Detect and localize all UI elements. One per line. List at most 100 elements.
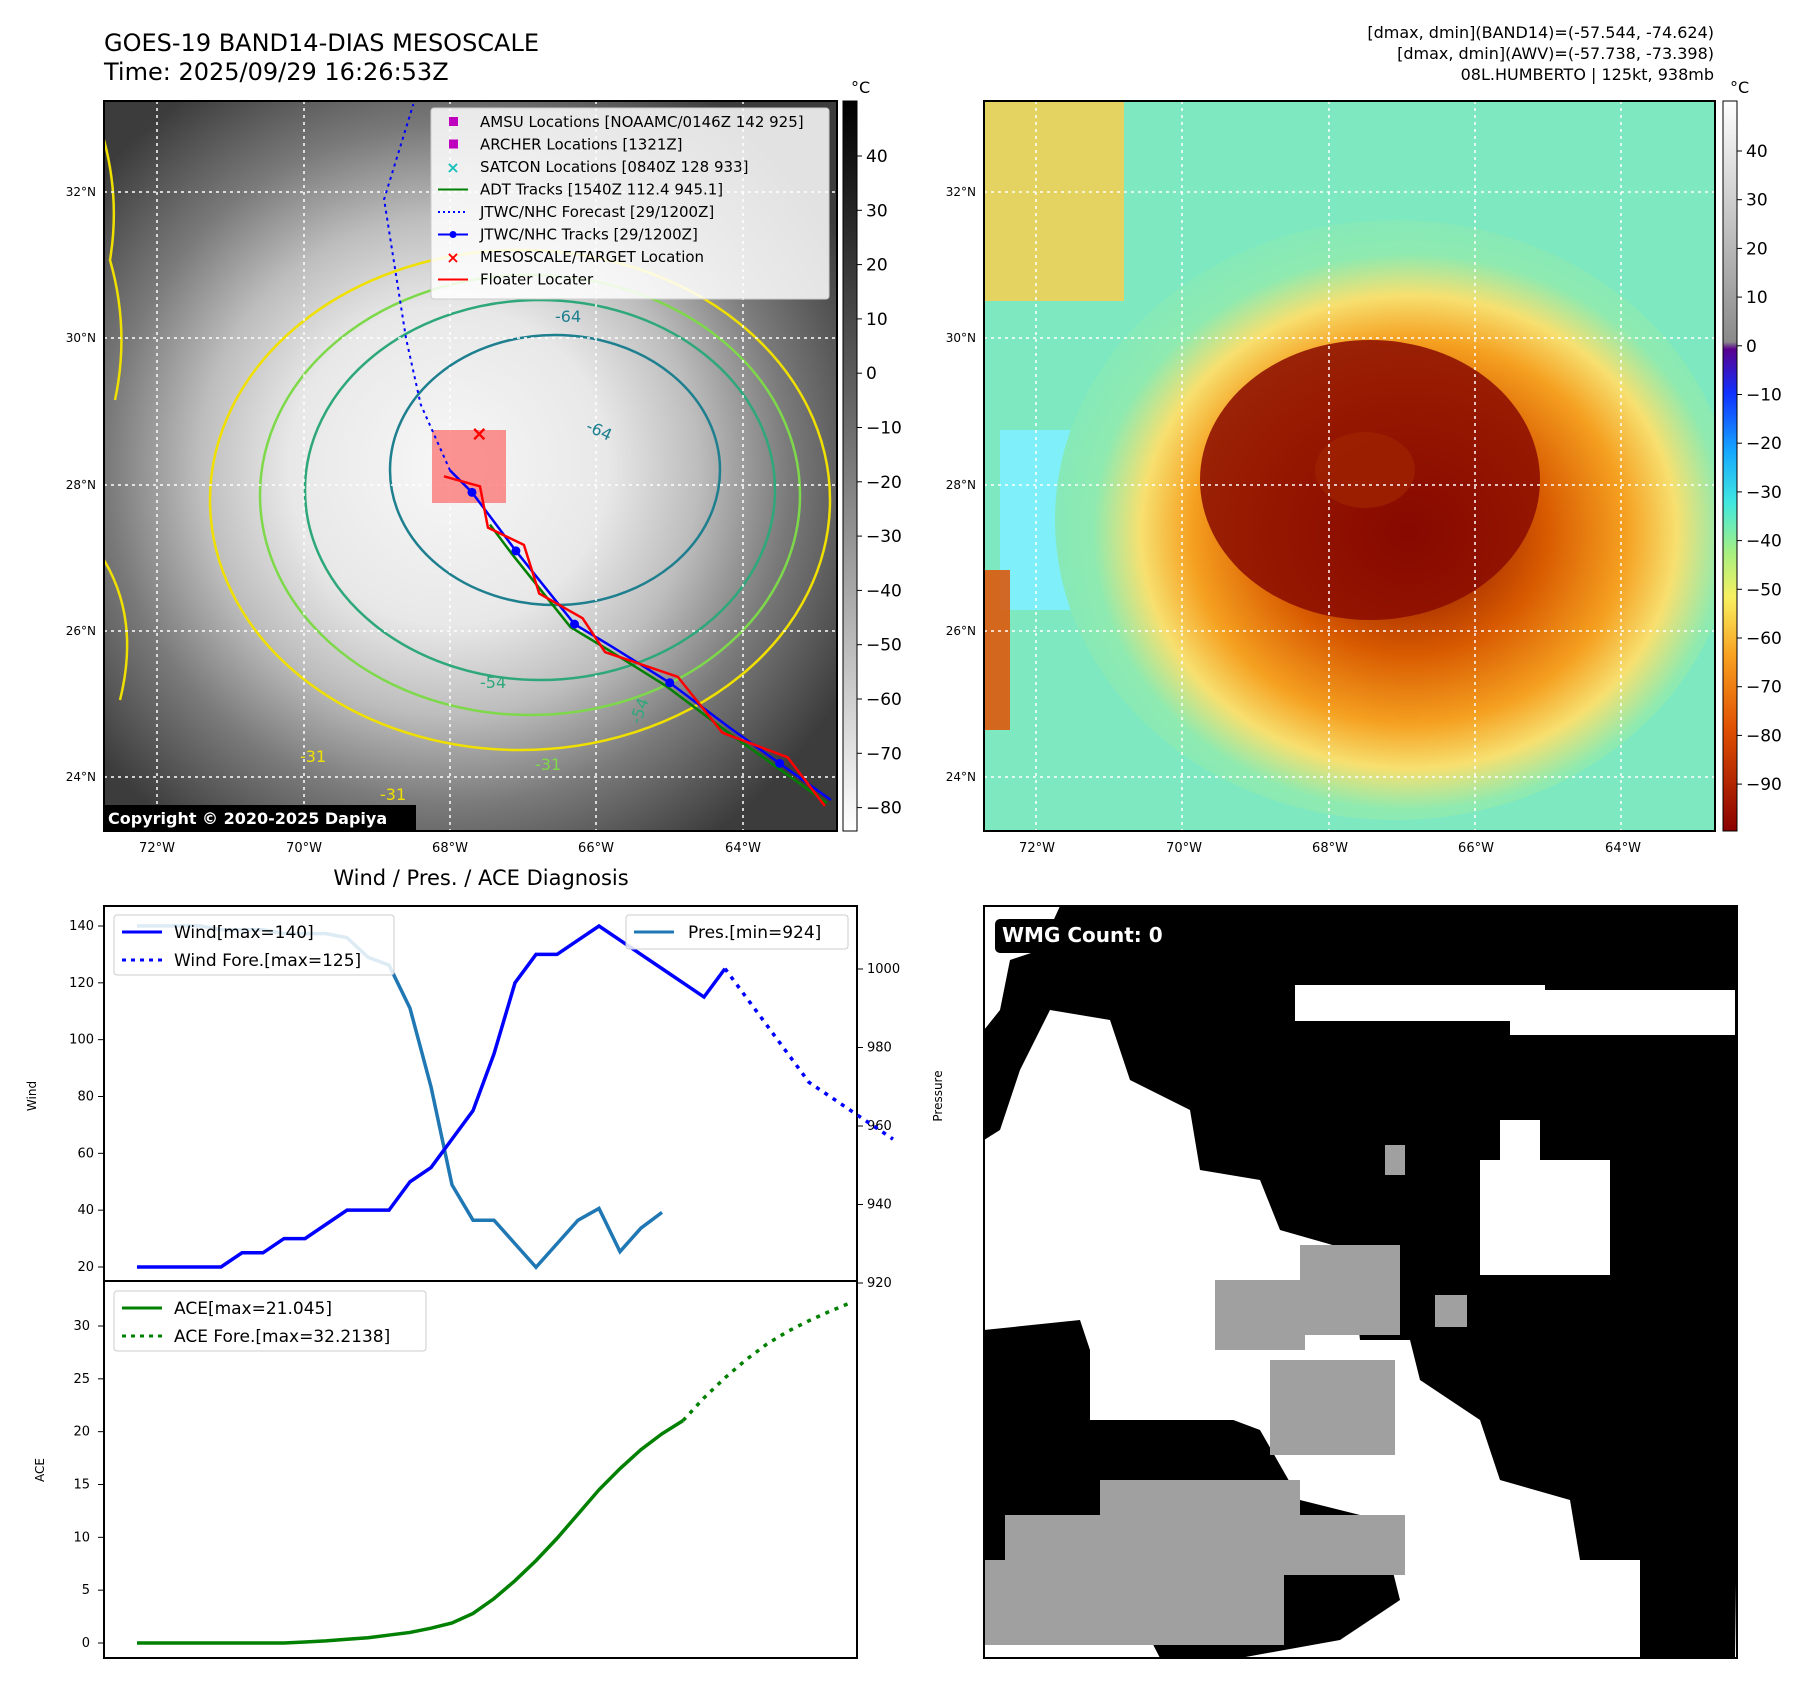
contour-label: -54 — [480, 673, 506, 692]
lon-label-ir: 70°W — [286, 841, 322, 856]
ir-map-panel: -64 -64 -54 -54 -31 -31 -31 × Copyright … — [66, 100, 838, 856]
track-point — [570, 619, 580, 629]
legend-x-marker: × — [446, 158, 459, 177]
adt-track-line — [488, 523, 828, 804]
colorbar-tick-label: −40 — [866, 581, 902, 601]
lon-label-ir: 64°W — [725, 841, 761, 856]
wind-tick-label: 60 — [77, 1146, 94, 1161]
colorbar-tick-label: 40 — [1746, 142, 1768, 162]
pressure-tick-label: 940 — [867, 1198, 892, 1213]
wmg-white-patch — [1295, 985, 1545, 1021]
map-legend-label: MESOSCALE/TARGET Location — [480, 248, 704, 266]
band14-colorbar: °C 40 30 20 10 0 −10 −20 −30 −40 −50 −60 −70 −80 — [842, 78, 902, 832]
colorbar-tick-label: −10 — [1746, 386, 1782, 406]
ace-legend-label: ACE[max=21.045] — [174, 1299, 332, 1319]
colorbar-tick-label: −80 — [1746, 726, 1782, 746]
ace-tick-label: 10 — [73, 1530, 90, 1545]
lon-label-ir: 72°W — [139, 841, 175, 856]
ace-line — [137, 1419, 684, 1645]
map-legend-item: × MESOSCALE/TARGET Location — [446, 248, 704, 267]
colorbar-tick-label: −40 — [1746, 532, 1782, 552]
wmg-gray-patch — [1270, 1360, 1395, 1455]
colorbar-tick-label: 0 — [1746, 337, 1757, 357]
map-legend-label: SATCON Locations [0840Z 128 933] — [480, 158, 748, 176]
contour-coast-left — [104, 139, 129, 701]
wind-tick-label: 40 — [77, 1203, 94, 1218]
wind-legend-box — [113, 914, 395, 976]
lon-label-awv: 72°W — [1019, 841, 1055, 856]
pressure-axis-label: Pressure — [931, 1070, 945, 1121]
awv-map-axis-labels: 32°N 30°N 28°N 26°N 24°N 72°W 70°W 68°W 66°W 64°W — [946, 185, 1641, 856]
pres-legend-label: Pres.[min=924] — [688, 923, 821, 943]
colorbar-tick-label: −30 — [866, 527, 902, 547]
wind-axis-label: Wind — [25, 1081, 39, 1111]
ace-axis-label: ACE — [33, 1458, 47, 1482]
wind-tick-label: 140 — [69, 919, 94, 934]
lon-label-ir: 66°W — [578, 841, 614, 856]
wmg-gray-patch — [1215, 1280, 1305, 1350]
wind-forecast-line — [723, 967, 894, 1141]
awv-map-grid — [984, 101, 1715, 831]
wmg-panel: WMG Count: 0 — [983, 905, 1738, 1659]
contour-green — [303, 298, 777, 682]
map-legend-item: Floater Locater — [438, 271, 594, 289]
pres-legend-box — [625, 914, 849, 950]
colorbar-unit: °C — [1730, 78, 1749, 97]
colorbar-tick-label: 30 — [866, 201, 888, 221]
colorbar-band14-bar — [842, 100, 858, 832]
info-line-1: [dmax, dmin](BAND14)=(-57.544, -74.624) — [1367, 23, 1714, 42]
colorbar-tick-label: −60 — [1746, 629, 1782, 649]
legend-x-marker: × — [446, 248, 459, 267]
awv-map-frame — [983, 100, 1716, 832]
track-point — [775, 758, 785, 768]
ir-map-axis-labels: 32°N 30°N 28°N 26°N 24°N 72°W 70°W 68°W 66°W 64°W — [66, 185, 761, 856]
map-legend: AMSU Locations [NOAAMC/0146Z 142 925] ARC… — [438, 113, 804, 289]
colorbar-awv-bar — [1722, 100, 1738, 832]
colorbar-tick-label: 0 — [866, 364, 877, 384]
legend-dot-marker — [449, 231, 457, 238]
track-point — [665, 678, 675, 688]
colorbar-tick-label: 20 — [866, 256, 888, 276]
wmg-count-box — [995, 919, 1175, 953]
figure-title: GOES-19 BAND14-DIAS MESOSCALE — [104, 29, 539, 57]
awv-moist-band — [984, 101, 1124, 301]
awv-map-panel: 32°N 30°N 28°N 26°N 24°N 72°W 70°W 68°W 66°W 64°W — [946, 100, 1716, 856]
map-legend-label: Floater Locater — [480, 271, 594, 289]
lon-label-ir: 68°W — [432, 841, 468, 856]
figure-time: Time: 2025/09/29 16:26:53Z — [103, 58, 449, 86]
pressure-tick-label: 1000 — [867, 962, 900, 977]
colorbar-tick-label: −20 — [1746, 434, 1782, 454]
wmg-count-label: WMG Count: 0 — [1002, 923, 1163, 947]
target-location-marker: × — [471, 422, 488, 446]
lon-label-awv: 66°W — [1458, 841, 1494, 856]
pressure-tick-label: 980 — [867, 1041, 892, 1056]
ace-tick-label: 0 — [82, 1636, 90, 1651]
wind-tick-label: 80 — [77, 1090, 94, 1105]
track-point — [511, 546, 521, 556]
lat-label-ir: 26°N — [66, 624, 96, 638]
colorbar-tick-label: 30 — [1746, 191, 1768, 211]
colorbar-tick-label: −60 — [866, 690, 902, 710]
colorbar-tick-label: −10 — [866, 419, 902, 439]
lon-label-awv: 64°W — [1605, 841, 1641, 856]
contour-label: -64 — [555, 307, 581, 326]
wmg-frame — [983, 905, 1738, 1659]
wind-fore-legend-label: Wind Fore.[max=125] — [174, 951, 361, 971]
colorbar-tick-label: 10 — [866, 310, 888, 330]
wmg-gray-patch — [984, 1560, 1284, 1645]
lat-label-awv: 28°N — [946, 478, 976, 492]
wind-tick-label: 100 — [69, 1033, 94, 1048]
contour-teal — [388, 333, 722, 607]
wind-tick-label: 120 — [69, 976, 94, 991]
ace-tick-label: 5 — [82, 1583, 90, 1598]
wmg-gray-patch — [1300, 1245, 1400, 1335]
diagnosis-panel: Wind / Pres. / ACE Diagnosis Wind Pressu… — [25, 866, 945, 1659]
wmg-white-patch — [1510, 990, 1735, 1035]
diagnosis-ticks: 20 40 60 80 100 120 140 920 940 960 980 1000 0 5 10 15 2… — [69, 919, 900, 1651]
pressure-tick-label: 960 — [867, 1119, 892, 1134]
ir-map-frame — [103, 100, 838, 832]
ace-legend-box — [113, 1290, 427, 1352]
colorbar-tick-label: 40 — [866, 147, 888, 167]
copyright-text: Copyright © 2020-2025 Dapiya — [108, 809, 387, 828]
